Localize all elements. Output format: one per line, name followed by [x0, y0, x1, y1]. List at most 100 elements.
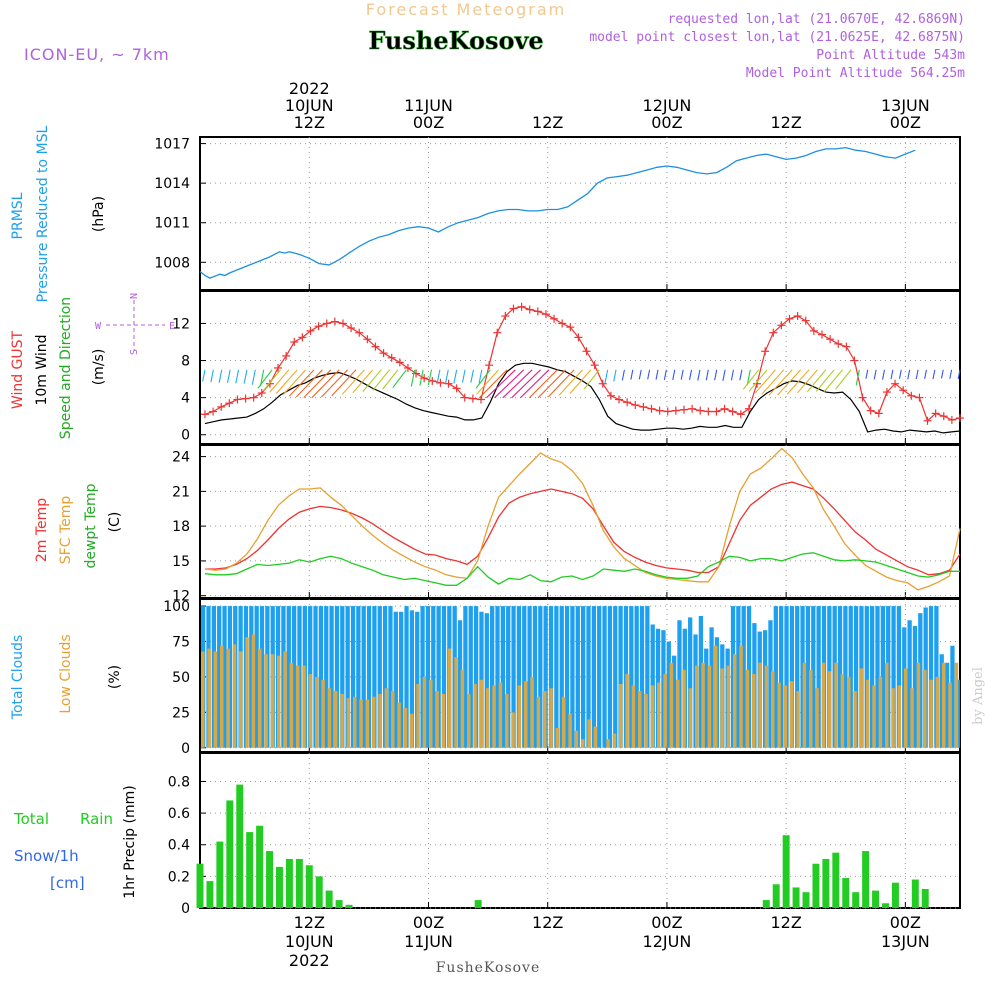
wind-arrow — [746, 369, 751, 386]
rain-label: Rain — [80, 810, 113, 828]
low-cloud-bar — [619, 684, 623, 748]
gust-marker — [647, 404, 656, 413]
total-cloud-bar — [217, 606, 222, 748]
top-hour-label: 00Z — [890, 113, 921, 132]
wind-arrow — [519, 369, 550, 399]
total-cloud-bar — [597, 606, 602, 748]
low-cloud-bar — [885, 662, 889, 748]
total-cloud-bar — [393, 611, 398, 748]
gust-marker — [371, 342, 380, 351]
bottom-hour-label: 00Z — [890, 913, 921, 932]
precip-bar — [891, 882, 899, 908]
wind-arrow — [419, 369, 424, 386]
low-cloud-bar — [910, 688, 914, 748]
total-cloud-bar — [431, 606, 436, 748]
low-cloud-bar — [923, 669, 927, 748]
y-tick-label: 12 — [172, 589, 190, 605]
total-cloud-bar — [602, 606, 607, 748]
low-cloud-bar — [334, 691, 338, 748]
gust-marker — [241, 394, 250, 403]
precip-bar — [872, 890, 880, 908]
total-cloud-bar — [698, 616, 704, 748]
low-clouds-label: Low Clouds — [58, 634, 74, 713]
wind-arrow — [915, 369, 919, 380]
low-cloud-bar — [891, 688, 895, 748]
total-cloud-bar — [409, 610, 415, 748]
gust-marker — [468, 394, 477, 403]
y-tick-label: 0.6 — [168, 806, 190, 822]
wind-arrow — [873, 369, 877, 380]
total-cloud-bar — [334, 606, 340, 748]
y-tick-label: 0 — [181, 428, 190, 444]
wind-arrow — [865, 369, 869, 379]
total-cloud-bar — [639, 606, 645, 748]
low-cloud-bar — [201, 651, 205, 748]
precip-bar — [256, 825, 264, 908]
gust-marker — [306, 326, 315, 335]
y-tick-label: 15 — [172, 554, 190, 570]
cloud-labels: Total Clouds Low Clouds (%) — [10, 634, 123, 720]
low-cloud-bar — [543, 691, 547, 748]
low-cloud-bar — [872, 685, 876, 748]
precip-bar — [345, 904, 353, 908]
low-cloud-bar — [954, 662, 959, 748]
wind-arrow — [697, 369, 701, 381]
total-cloud-bar — [420, 606, 425, 748]
wind-arrow — [470, 369, 474, 383]
total-cloud-bar — [318, 606, 324, 748]
y-tick-label: 4 — [181, 391, 190, 407]
low-cloud-bar — [707, 665, 712, 748]
wind-arrow — [855, 369, 860, 386]
gust-marker — [891, 379, 900, 388]
gust-marker — [533, 307, 542, 316]
low-cloud-bar — [942, 662, 946, 748]
total-cloud-bar — [222, 606, 227, 748]
pressure-unit: (hPa) — [91, 196, 107, 232]
gust-marker — [793, 312, 802, 321]
wind-arrow — [786, 369, 810, 395]
top-date-label: 13JUN — [881, 96, 930, 115]
wind-arrow — [511, 369, 541, 399]
gust-marker — [923, 416, 932, 425]
low-cloud-bar — [688, 688, 693, 748]
total-cloud-bar — [613, 606, 618, 748]
precip-bar — [196, 863, 204, 908]
wind-arrow — [321, 369, 348, 398]
y-tick-label: 1014 — [154, 176, 190, 192]
gust-marker — [679, 405, 688, 414]
wind-arrow — [331, 369, 357, 397]
precip-bar — [882, 903, 889, 908]
total-cloud-bar — [559, 606, 564, 748]
low-cloud-bar — [650, 685, 655, 748]
wind-arrow — [362, 369, 382, 392]
total-cloud-bar — [773, 606, 778, 748]
total-cloud-bar — [843, 606, 848, 748]
wind-arrow — [478, 369, 508, 399]
low-cloud-bar — [739, 645, 743, 748]
precip-bar — [266, 851, 274, 908]
total-cloud-bar — [939, 654, 944, 748]
low-cloud-bar — [536, 696, 541, 748]
gust-label: Wind GUST — [10, 330, 26, 409]
total-cloud-bar — [399, 611, 404, 748]
precip-bar — [832, 852, 840, 908]
gust-marker — [712, 407, 721, 416]
low-cloud-bar — [384, 688, 389, 748]
wind-arrow — [444, 369, 449, 384]
precip-bar — [226, 800, 234, 908]
low-cloud-bar — [245, 637, 249, 748]
bottom-date-label: 12JUN — [643, 932, 692, 951]
low-cloud-bar — [327, 688, 332, 748]
y-tick-label: 0 — [181, 741, 190, 757]
low-cloud-bar — [270, 654, 275, 748]
low-cloud-bar — [296, 665, 300, 748]
total-cloud-bar — [848, 606, 853, 748]
total-cloud-bar — [329, 606, 334, 748]
wind10-line — [204, 362, 961, 434]
wind-arrow — [604, 369, 609, 384]
total-cloud-bar — [425, 606, 431, 748]
total-cloud-bar — [709, 627, 714, 748]
gust-marker — [574, 333, 583, 342]
low-cloud-bar — [277, 655, 281, 748]
